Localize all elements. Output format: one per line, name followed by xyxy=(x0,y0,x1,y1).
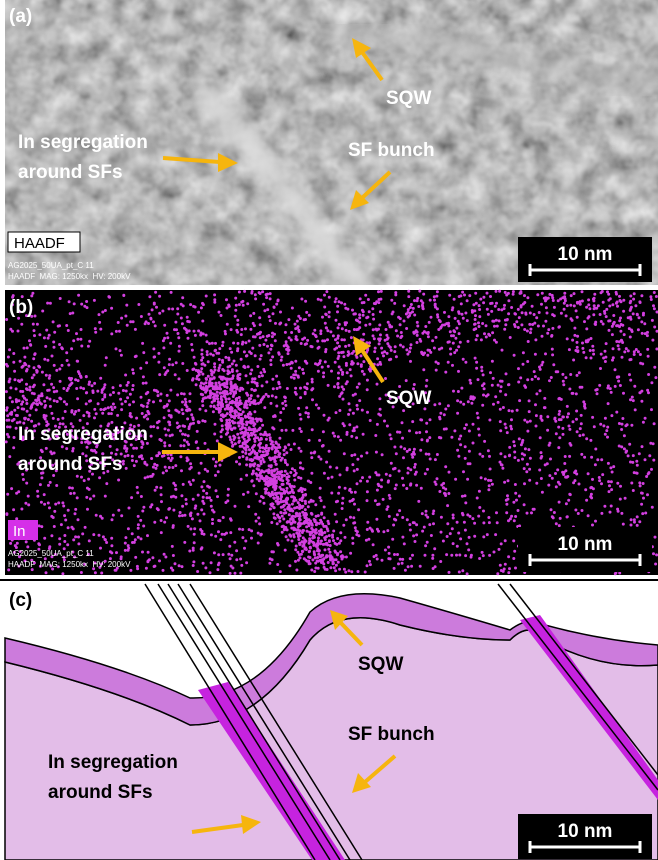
panel-label: (c) xyxy=(9,590,32,611)
metadata: HAADF MAG: 1250kx HV: 200kV xyxy=(8,272,131,281)
scale-bar-label: 10 nm xyxy=(558,821,613,842)
detector-label: HAADF xyxy=(14,235,65,252)
scale-bar-label: 10 nm xyxy=(558,534,613,555)
annotation: In segregation xyxy=(48,752,178,773)
element-label: In xyxy=(13,523,26,540)
metadata: HAADF MAG: 1250kx HV: 200kV xyxy=(8,560,131,569)
annotation: In segregation xyxy=(18,132,148,153)
annotation: SQW xyxy=(358,654,403,675)
annotation: SF bunch xyxy=(348,140,435,161)
metadata: AG2025_50UA_pt_C 11 xyxy=(8,261,94,270)
annotation: SQW xyxy=(386,88,431,109)
scale-bar-label: 10 nm xyxy=(558,244,613,265)
metadata: AG2025_50UA_pt_C 11 xyxy=(8,549,94,558)
annotation: SQW xyxy=(386,388,431,409)
annotation: SF bunch xyxy=(348,724,435,745)
annotation: around SFs xyxy=(18,162,123,183)
annotation: around SFs xyxy=(18,454,123,475)
panel-label: (a) xyxy=(9,6,32,27)
annotation: In segregation xyxy=(18,424,148,445)
panel-label: (b) xyxy=(9,297,33,318)
figure: (a) SQW In segregation around SFs SF bun… xyxy=(0,0,658,860)
annotation: around SFs xyxy=(48,782,153,803)
